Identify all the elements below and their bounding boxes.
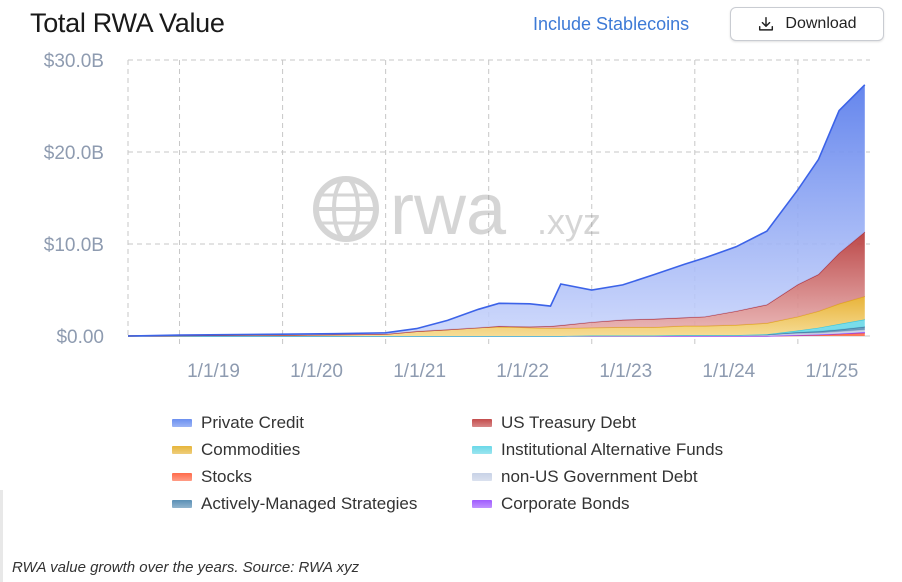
legend-label: Stocks xyxy=(201,467,253,486)
left-border-decoration xyxy=(0,490,3,582)
x-tick-label: 1/1/23 xyxy=(599,361,652,382)
x-tick-label: 1/1/24 xyxy=(702,361,755,382)
legend-swatch xyxy=(172,419,192,427)
x-tick-label: 1/1/19 xyxy=(187,361,240,382)
legend-label: non-US Government Debt xyxy=(501,467,698,486)
watermark-text: rwa xyxy=(390,170,507,250)
legend-label: US Treasury Debt xyxy=(501,413,637,432)
globe-icon xyxy=(313,176,379,242)
legend-swatch xyxy=(172,446,192,454)
download-icon xyxy=(759,16,774,31)
y-tick-label: $10.0B xyxy=(44,235,104,256)
x-tick-label: 1/1/21 xyxy=(393,361,446,382)
x-tick-label: 1/1/22 xyxy=(496,361,549,382)
line-private-credit xyxy=(127,84,866,337)
download-label: Download xyxy=(785,15,857,32)
y-axis-ticks: $0.00 $10.0B $20.0B $30.0B xyxy=(44,51,104,348)
legend-item[interactable]: Institutional Alternative Funds xyxy=(472,439,772,461)
legend-item[interactable]: Private Credit xyxy=(172,412,472,434)
y-tick-label: $30.0B xyxy=(44,51,104,72)
legend-label: Commodities xyxy=(201,440,301,459)
y-tick-label: $20.0B xyxy=(44,143,104,164)
rwa-area-chart: rwa .xyz 1/1/19 1/1/20 1/1/21 1/1/22 1/1/23 1… xyxy=(44,51,870,382)
legend-item[interactable]: Stocks xyxy=(172,466,472,488)
legend-item[interactable]: Corporate Bonds xyxy=(472,493,772,515)
chart-legend: Private Credit US Treasury Debt Commoditie… xyxy=(172,412,792,515)
y-tick-label: $0.00 xyxy=(56,327,104,348)
legend-swatch xyxy=(472,500,492,508)
x-tick-label: 1/1/20 xyxy=(290,361,343,382)
chart-areas xyxy=(127,84,866,337)
legend-swatch xyxy=(472,446,492,454)
figure-caption: RWA value growth over the years. Source:… xyxy=(12,559,360,576)
legend-label: Private Credit xyxy=(201,413,304,432)
x-tick-label: 1/1/25 xyxy=(805,361,858,382)
rwa-watermark: rwa .xyz xyxy=(313,170,601,250)
legend-swatch xyxy=(472,473,492,481)
watermark-suffix: .xyz xyxy=(537,201,601,242)
legend-swatch xyxy=(472,419,492,427)
legend-item[interactable]: Actively-Managed Strategies xyxy=(172,493,472,515)
legend-item[interactable]: non-US Government Debt xyxy=(472,466,772,488)
legend-swatch xyxy=(172,500,192,508)
legend-item[interactable]: US Treasury Debt xyxy=(472,412,772,434)
chart-title: Total RWA Value xyxy=(30,8,225,38)
legend-label: Corporate Bonds xyxy=(501,494,630,513)
download-button[interactable]: Download xyxy=(730,7,884,41)
legend-swatch xyxy=(172,473,192,481)
x-axis-ticks: 1/1/19 1/1/20 1/1/21 1/1/22 1/1/23 1/1/24 1/1/… xyxy=(187,361,858,382)
legend-label: Actively-Managed Strategies xyxy=(201,494,418,513)
legend-label: Institutional Alternative Funds xyxy=(501,440,724,459)
legend-item[interactable]: Commodities xyxy=(172,439,472,461)
include-stablecoins-toggle[interactable]: Include Stablecoins xyxy=(533,14,690,34)
area-private-credit xyxy=(128,84,865,336)
